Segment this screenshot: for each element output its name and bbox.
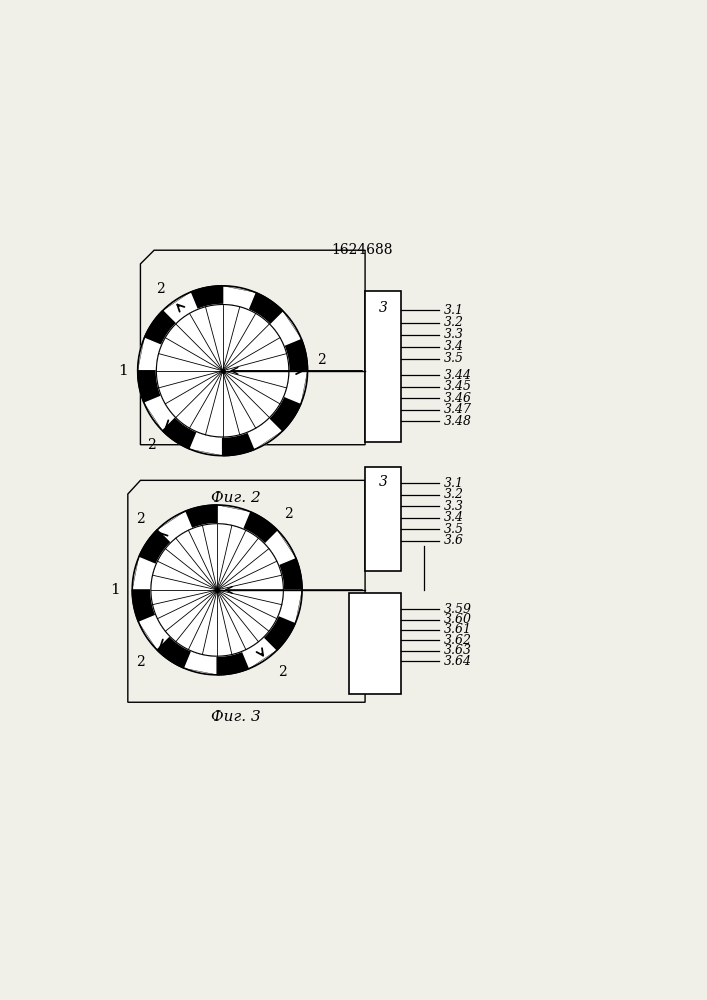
Polygon shape xyxy=(264,530,296,565)
Text: 3.5: 3.5 xyxy=(443,523,463,536)
Text: 3.6: 3.6 xyxy=(443,534,463,547)
Polygon shape xyxy=(163,292,197,324)
Polygon shape xyxy=(284,338,308,371)
Text: 1624688: 1624688 xyxy=(332,243,393,257)
Text: 2: 2 xyxy=(284,507,293,521)
Bar xyxy=(365,467,401,571)
Polygon shape xyxy=(248,292,283,324)
Text: 3.3: 3.3 xyxy=(443,500,463,513)
Polygon shape xyxy=(157,511,192,543)
Text: 3.5: 3.5 xyxy=(443,352,463,365)
Polygon shape xyxy=(138,371,161,403)
Text: 2: 2 xyxy=(136,512,145,526)
Text: 3.60: 3.60 xyxy=(443,613,472,626)
Polygon shape xyxy=(223,286,255,310)
Polygon shape xyxy=(144,396,176,431)
Text: 2: 2 xyxy=(136,655,145,669)
Polygon shape xyxy=(279,590,302,622)
Polygon shape xyxy=(156,305,289,437)
Text: 3: 3 xyxy=(378,301,387,315)
Polygon shape xyxy=(163,418,197,449)
Text: 3.44: 3.44 xyxy=(443,369,472,382)
Text: 3.61: 3.61 xyxy=(443,623,472,636)
Polygon shape xyxy=(269,311,301,345)
Polygon shape xyxy=(264,615,296,650)
Polygon shape xyxy=(223,432,255,456)
Text: 3.1: 3.1 xyxy=(443,477,463,490)
Text: 3.4: 3.4 xyxy=(443,340,463,353)
Text: 3.1: 3.1 xyxy=(443,304,463,317)
Text: 3.4: 3.4 xyxy=(443,511,463,524)
Polygon shape xyxy=(269,396,301,431)
Text: 3.59: 3.59 xyxy=(443,603,472,616)
Polygon shape xyxy=(132,505,302,675)
Polygon shape xyxy=(217,505,250,529)
Text: 3.45: 3.45 xyxy=(443,380,472,393)
Polygon shape xyxy=(279,557,302,590)
Polygon shape xyxy=(243,637,277,668)
Polygon shape xyxy=(157,637,192,668)
Polygon shape xyxy=(139,530,170,565)
Polygon shape xyxy=(248,418,283,449)
Text: 1: 1 xyxy=(118,364,128,378)
Polygon shape xyxy=(185,505,217,529)
Text: 3.62: 3.62 xyxy=(443,634,472,647)
Text: 3.2: 3.2 xyxy=(443,316,463,329)
Polygon shape xyxy=(138,338,161,371)
Text: 3: 3 xyxy=(378,475,387,489)
Text: Фиг. 3: Фиг. 3 xyxy=(211,710,261,724)
Text: 1: 1 xyxy=(110,583,119,597)
Text: 2: 2 xyxy=(156,282,165,296)
Text: 3.47: 3.47 xyxy=(443,403,472,416)
Polygon shape xyxy=(132,590,156,622)
Text: Фиг. 2: Фиг. 2 xyxy=(211,491,261,505)
Bar xyxy=(349,593,401,694)
Polygon shape xyxy=(185,651,217,675)
Text: 3.3: 3.3 xyxy=(443,328,463,341)
Text: 3.2: 3.2 xyxy=(443,488,463,501)
Polygon shape xyxy=(132,557,156,590)
Polygon shape xyxy=(190,286,223,310)
Polygon shape xyxy=(190,432,223,456)
Polygon shape xyxy=(139,615,170,650)
Bar xyxy=(365,291,401,442)
Text: 3.63: 3.63 xyxy=(443,644,472,657)
Text: 3.48: 3.48 xyxy=(443,415,472,428)
Polygon shape xyxy=(284,371,308,403)
Polygon shape xyxy=(144,311,176,345)
Text: 2: 2 xyxy=(147,438,156,452)
Text: 2: 2 xyxy=(278,665,286,679)
Text: 2: 2 xyxy=(317,353,326,367)
Polygon shape xyxy=(138,286,308,456)
Polygon shape xyxy=(217,651,250,675)
Polygon shape xyxy=(243,511,277,543)
Text: 3.64: 3.64 xyxy=(443,655,472,668)
Text: 3.46: 3.46 xyxy=(443,392,472,405)
Polygon shape xyxy=(151,524,284,656)
